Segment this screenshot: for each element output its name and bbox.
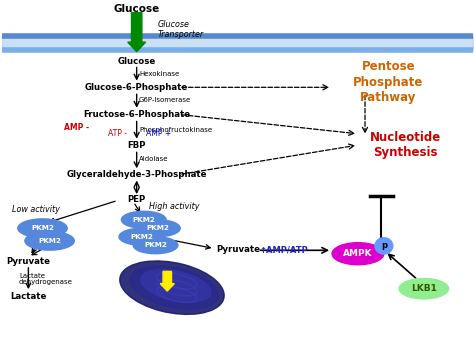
Text: PKM2: PKM2 xyxy=(38,238,61,244)
Text: High activity: High activity xyxy=(149,202,200,211)
Text: Lactate: Lactate xyxy=(10,292,46,301)
Ellipse shape xyxy=(399,279,448,299)
Text: PKM2: PKM2 xyxy=(31,225,54,231)
Text: Phosphofructokinase: Phosphofructokinase xyxy=(139,127,212,133)
Ellipse shape xyxy=(25,232,74,250)
Text: AMP -: AMP - xyxy=(64,123,89,132)
Ellipse shape xyxy=(119,228,164,245)
Text: Hexokinase: Hexokinase xyxy=(139,71,179,77)
Text: Nucleotide
Synthesis: Nucleotide Synthesis xyxy=(369,131,441,159)
Text: Low activity: Low activity xyxy=(11,205,59,214)
Ellipse shape xyxy=(332,243,384,265)
Ellipse shape xyxy=(136,220,180,237)
Text: dehydrogenase: dehydrogenase xyxy=(19,279,73,285)
Text: Glucose: Glucose xyxy=(114,4,160,14)
Ellipse shape xyxy=(18,219,67,238)
Text: Pyruvate: Pyruvate xyxy=(6,257,50,266)
Text: Glucose: Glucose xyxy=(118,57,156,66)
Text: Aldolase: Aldolase xyxy=(139,156,169,162)
Text: Glucose-6-Phosphate: Glucose-6-Phosphate xyxy=(85,83,188,92)
Text: AMPK: AMPK xyxy=(343,249,373,258)
Text: PEP: PEP xyxy=(128,195,146,204)
Text: Pyruvate: Pyruvate xyxy=(217,245,261,254)
Ellipse shape xyxy=(121,211,166,228)
Text: p: p xyxy=(381,241,387,250)
Text: Fructose-6-Phosphate: Fructose-6-Phosphate xyxy=(83,110,190,119)
Text: FBP: FBP xyxy=(128,140,146,150)
Ellipse shape xyxy=(133,237,178,254)
Ellipse shape xyxy=(141,270,211,302)
Text: ATP -: ATP - xyxy=(109,129,128,138)
Text: LKB1: LKB1 xyxy=(411,284,437,293)
Text: Glucose
Transporter: Glucose Transporter xyxy=(158,20,204,39)
Ellipse shape xyxy=(130,266,219,309)
Text: PKM2: PKM2 xyxy=(146,225,169,231)
Text: AMP +: AMP + xyxy=(146,129,171,138)
Text: Glyceraldehyde-3-Phosphate: Glyceraldehyde-3-Phosphate xyxy=(66,170,207,179)
Text: G6P-Isomerase: G6P-Isomerase xyxy=(139,97,191,103)
FancyArrow shape xyxy=(160,271,174,291)
Text: PKM2: PKM2 xyxy=(130,234,153,240)
Text: Lactate: Lactate xyxy=(19,273,45,280)
Text: PKM2: PKM2 xyxy=(132,217,155,223)
FancyArrow shape xyxy=(128,13,146,51)
Text: PKM2: PKM2 xyxy=(144,242,167,248)
Ellipse shape xyxy=(120,261,224,314)
Text: ↑AMP/ATP: ↑AMP/ATP xyxy=(259,246,308,255)
Ellipse shape xyxy=(375,238,393,254)
Text: Pentose
Phosphate
Pathway: Pentose Phosphate Pathway xyxy=(354,60,424,104)
